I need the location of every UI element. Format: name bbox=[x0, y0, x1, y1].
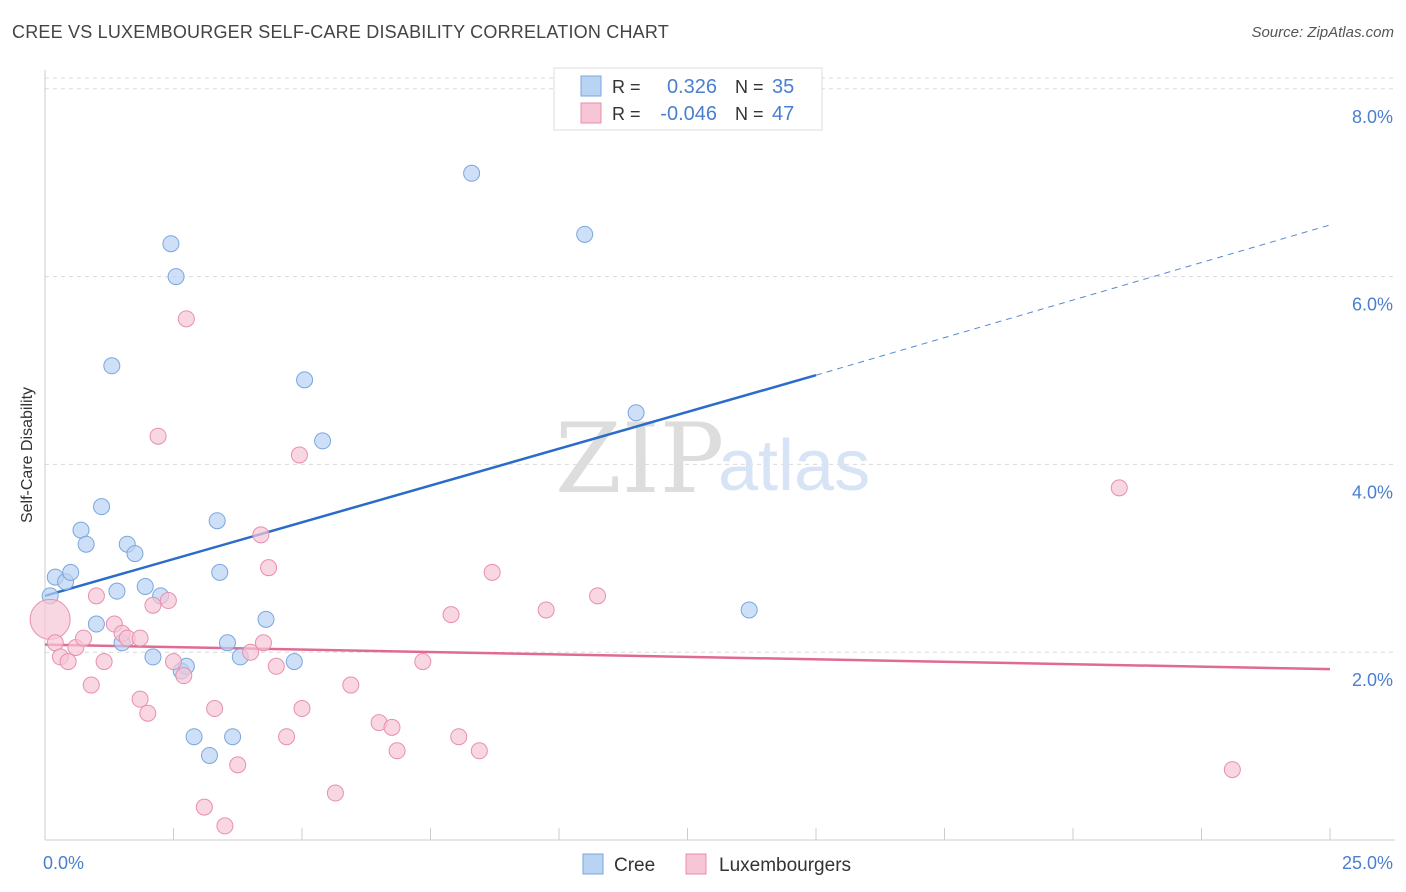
luxembourger-point bbox=[483, 563, 501, 581]
tick-labels: 2.0% 4.0% 6.0% 8.0% 0.0% 25.0% bbox=[43, 107, 1393, 873]
cree-point bbox=[740, 601, 758, 619]
cree-point bbox=[77, 535, 95, 553]
cree-point bbox=[103, 357, 121, 375]
cree-point bbox=[257, 610, 275, 628]
r-value: -0.046 bbox=[660, 103, 717, 125]
luxembourger-point bbox=[326, 784, 344, 802]
luxembourger-point bbox=[278, 728, 296, 746]
chart-title: CREE VS LUXEMBOURGER SELF-CARE DISABILIT… bbox=[12, 22, 669, 42]
cree-point bbox=[185, 728, 203, 746]
r-label: R = bbox=[612, 104, 641, 124]
r-value: 0.326 bbox=[667, 76, 717, 98]
cree-point bbox=[62, 563, 80, 581]
luxembourger-point bbox=[229, 756, 247, 774]
luxembourger-point bbox=[342, 676, 360, 694]
luxembourger-point bbox=[414, 653, 432, 671]
y-tick-label: 2.0% bbox=[1352, 670, 1393, 690]
n-value: 35 bbox=[772, 76, 794, 98]
data-points bbox=[29, 164, 1241, 835]
cree-point bbox=[285, 653, 303, 671]
cree-point bbox=[463, 164, 481, 182]
x-tick-label-max: 25.0% bbox=[1342, 853, 1393, 873]
cree-point bbox=[136, 577, 154, 595]
cree-point bbox=[200, 746, 218, 764]
luxembourger-point bbox=[29, 598, 71, 640]
luxembourger-point bbox=[252, 526, 270, 544]
luxembourger-point bbox=[470, 742, 488, 760]
luxembourger-point bbox=[149, 427, 167, 445]
y-tick-label: 6.0% bbox=[1352, 295, 1393, 315]
cree-point bbox=[211, 563, 229, 581]
luxembourger-point bbox=[267, 657, 285, 675]
y-tick-label: 4.0% bbox=[1352, 482, 1393, 502]
series-legend-swatch bbox=[685, 853, 707, 875]
watermark-zip: ZIP bbox=[555, 403, 724, 515]
cree-trend-line bbox=[44, 373, 817, 598]
watermark-atlas: atlas bbox=[718, 426, 870, 506]
y-tick-label: 8.0% bbox=[1352, 107, 1393, 127]
luxembourger-point bbox=[290, 446, 308, 464]
cree-point bbox=[218, 634, 236, 652]
r-label: R = bbox=[612, 77, 641, 97]
luxembourger-point bbox=[254, 634, 272, 652]
series-legend-swatch bbox=[582, 853, 604, 875]
cree-point bbox=[87, 615, 105, 633]
luxembourger-point bbox=[175, 667, 193, 685]
n-value: 47 bbox=[772, 103, 794, 125]
cree-point bbox=[208, 512, 226, 530]
luxembourger-point bbox=[383, 718, 401, 736]
luxembourger-point bbox=[59, 653, 77, 671]
luxembourger-point bbox=[131, 690, 149, 708]
series-legend: Cree Luxembourgers bbox=[582, 853, 851, 876]
cree-point bbox=[93, 498, 111, 516]
luxembourger-point bbox=[95, 653, 113, 671]
grid-lines bbox=[45, 77, 1395, 653]
luxembourger-point bbox=[75, 629, 93, 647]
cree-point bbox=[314, 432, 332, 450]
luxembourger-point bbox=[388, 742, 406, 760]
series-legend-label: Luxembourgers bbox=[719, 855, 851, 876]
luxembourger-point bbox=[1223, 761, 1241, 779]
luxembourger-point bbox=[450, 728, 468, 746]
n-label: N = bbox=[735, 77, 764, 97]
luxembourger-point bbox=[159, 592, 177, 610]
cree-point bbox=[576, 225, 594, 243]
luxembourger-point bbox=[195, 798, 213, 816]
cree-point bbox=[627, 404, 645, 422]
cree-point bbox=[224, 728, 242, 746]
luxembourger-point bbox=[87, 587, 105, 605]
luxembourger-point bbox=[177, 310, 195, 328]
luxembourger-point bbox=[165, 653, 182, 671]
luxembourger-point bbox=[589, 587, 607, 605]
luxembourger-point bbox=[1110, 479, 1128, 497]
luxembourger-point bbox=[206, 700, 224, 718]
cree-point bbox=[296, 371, 314, 389]
stats-legend-swatch bbox=[580, 75, 602, 97]
cree-point bbox=[126, 545, 144, 563]
cree-trend-extension bbox=[815, 224, 1331, 376]
luxembourger-point bbox=[82, 676, 100, 694]
cree-point bbox=[167, 268, 185, 286]
n-label: N = bbox=[735, 104, 764, 124]
x-tick-label-min: 0.0% bbox=[43, 853, 84, 873]
cree-point bbox=[108, 582, 126, 600]
luxembourger-point bbox=[144, 596, 162, 614]
luxembourger-point bbox=[242, 643, 260, 661]
luxembourger-point bbox=[139, 704, 157, 722]
source-label: Source: ZipAtlas.com bbox=[1251, 24, 1394, 41]
stats-legend-box: R = 0.326 N = 35 R = -0.046 N = 47 bbox=[553, 67, 823, 131]
luxembourger-point bbox=[260, 559, 278, 577]
axes bbox=[44, 70, 1395, 841]
luxembourger-point bbox=[537, 601, 555, 619]
luxembourger-point bbox=[216, 817, 234, 835]
series-legend-label: Cree bbox=[614, 855, 655, 876]
luxembourger-point bbox=[131, 629, 149, 647]
luxembourger-point bbox=[442, 606, 460, 624]
stats-legend-swatch bbox=[580, 102, 602, 124]
cree-point bbox=[144, 648, 162, 666]
luxembourger-point bbox=[293, 700, 311, 718]
cree-point bbox=[162, 235, 180, 253]
